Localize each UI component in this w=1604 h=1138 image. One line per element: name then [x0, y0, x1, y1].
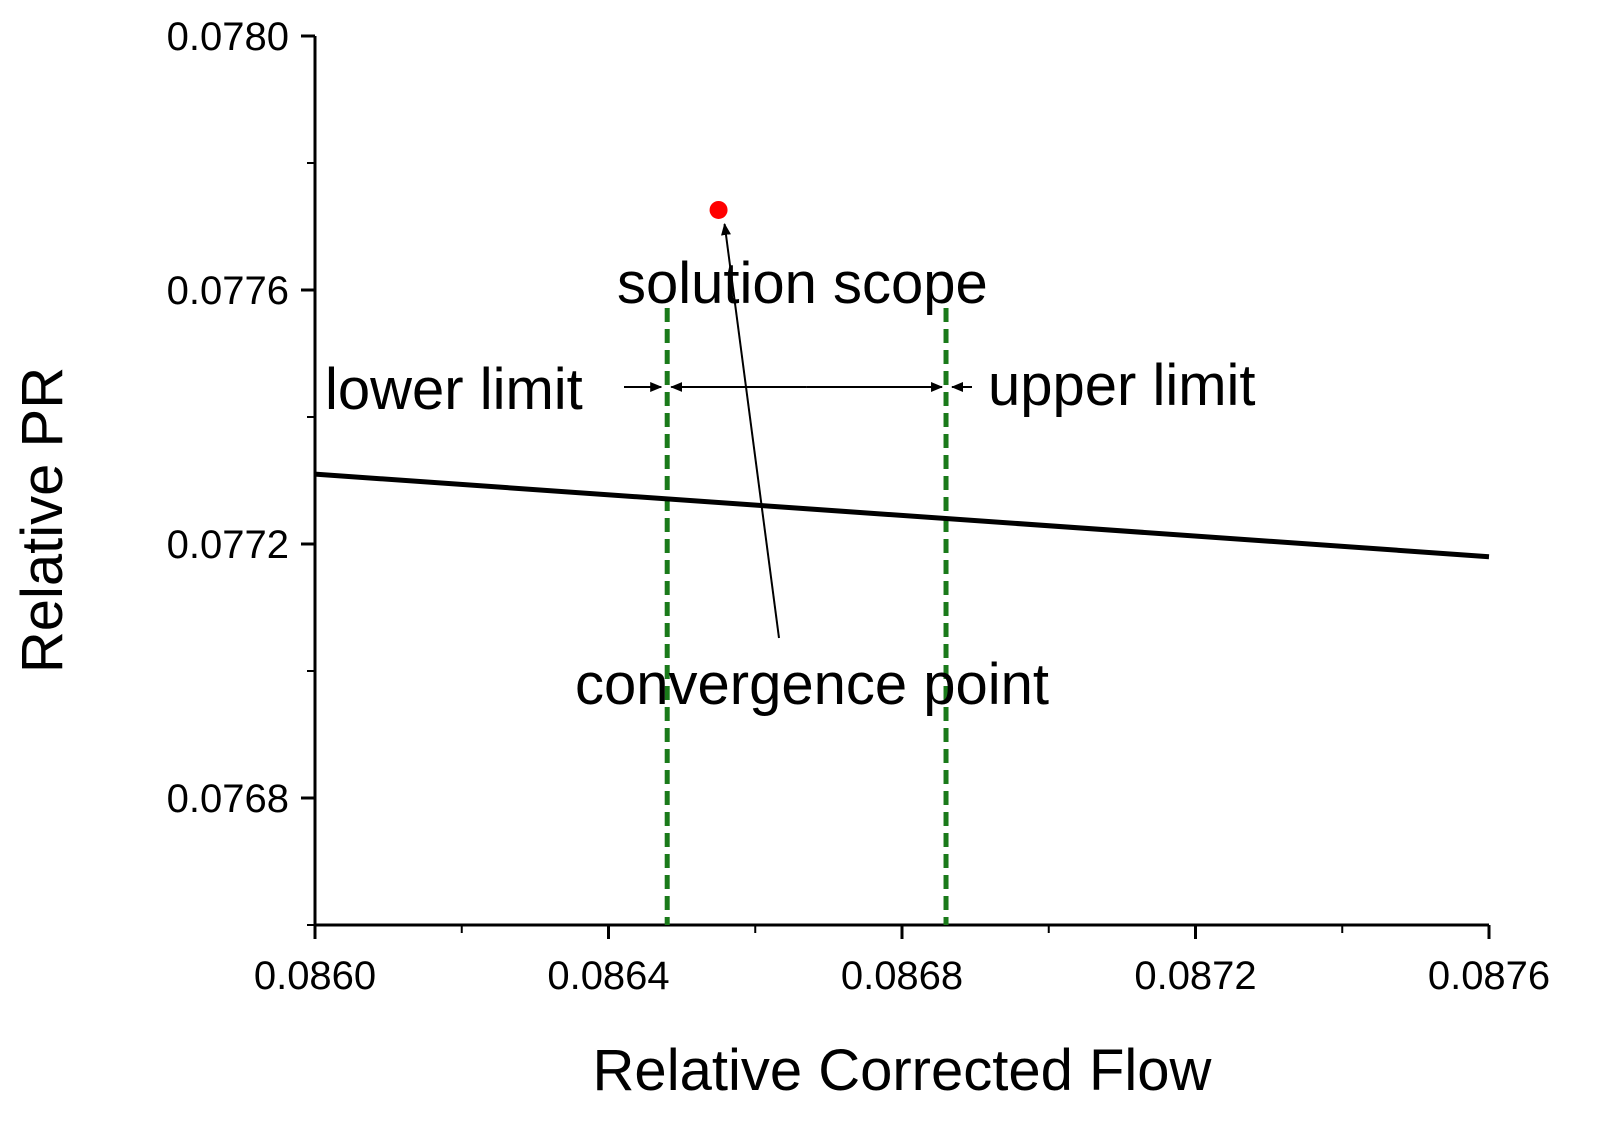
x-axis-title: Relative Corrected Flow: [593, 1038, 1213, 1103]
x-tick-label: 0.0868: [841, 954, 963, 998]
y-tick-label: 0.0780: [167, 15, 289, 59]
convergence-point-label: convergence point: [575, 652, 1049, 717]
x-ticks: [313, 925, 1491, 939]
highlight-points: [709, 200, 728, 219]
series-line: [314, 471, 1490, 560]
y-tick-label: 0.0772: [167, 523, 289, 567]
y-tick-label: 0.0768: [167, 777, 289, 821]
convergence-arrow: [721, 222, 780, 639]
axes: [313, 36, 1489, 927]
series: [314, 471, 1490, 560]
y-tick-label: 0.0776: [167, 269, 289, 313]
x-tick-labels: 0.0860 0.0864 0.0868 0.0872 0.0876: [254, 954, 1550, 998]
y-axis-title: Relative PR: [10, 367, 75, 673]
solution-scope-label: solution scope: [617, 251, 988, 316]
x-tick-label: 0.0860: [254, 954, 376, 998]
x-tick-label: 0.0864: [547, 954, 669, 998]
y-tick-labels: 0.0768 0.0772 0.0776 0.0780: [167, 15, 289, 821]
convergence-point-marker: [709, 200, 728, 219]
x-tick-label: 0.0876: [1428, 954, 1550, 998]
lower-limit-label: lower limit: [325, 357, 583, 422]
x-tick-label: 0.0872: [1134, 954, 1256, 998]
limit-lines: [664, 308, 949, 925]
y-ticks: [301, 34, 315, 926]
annotation-arrows: [624, 222, 972, 639]
upper-limit-label: upper limit: [988, 353, 1256, 418]
